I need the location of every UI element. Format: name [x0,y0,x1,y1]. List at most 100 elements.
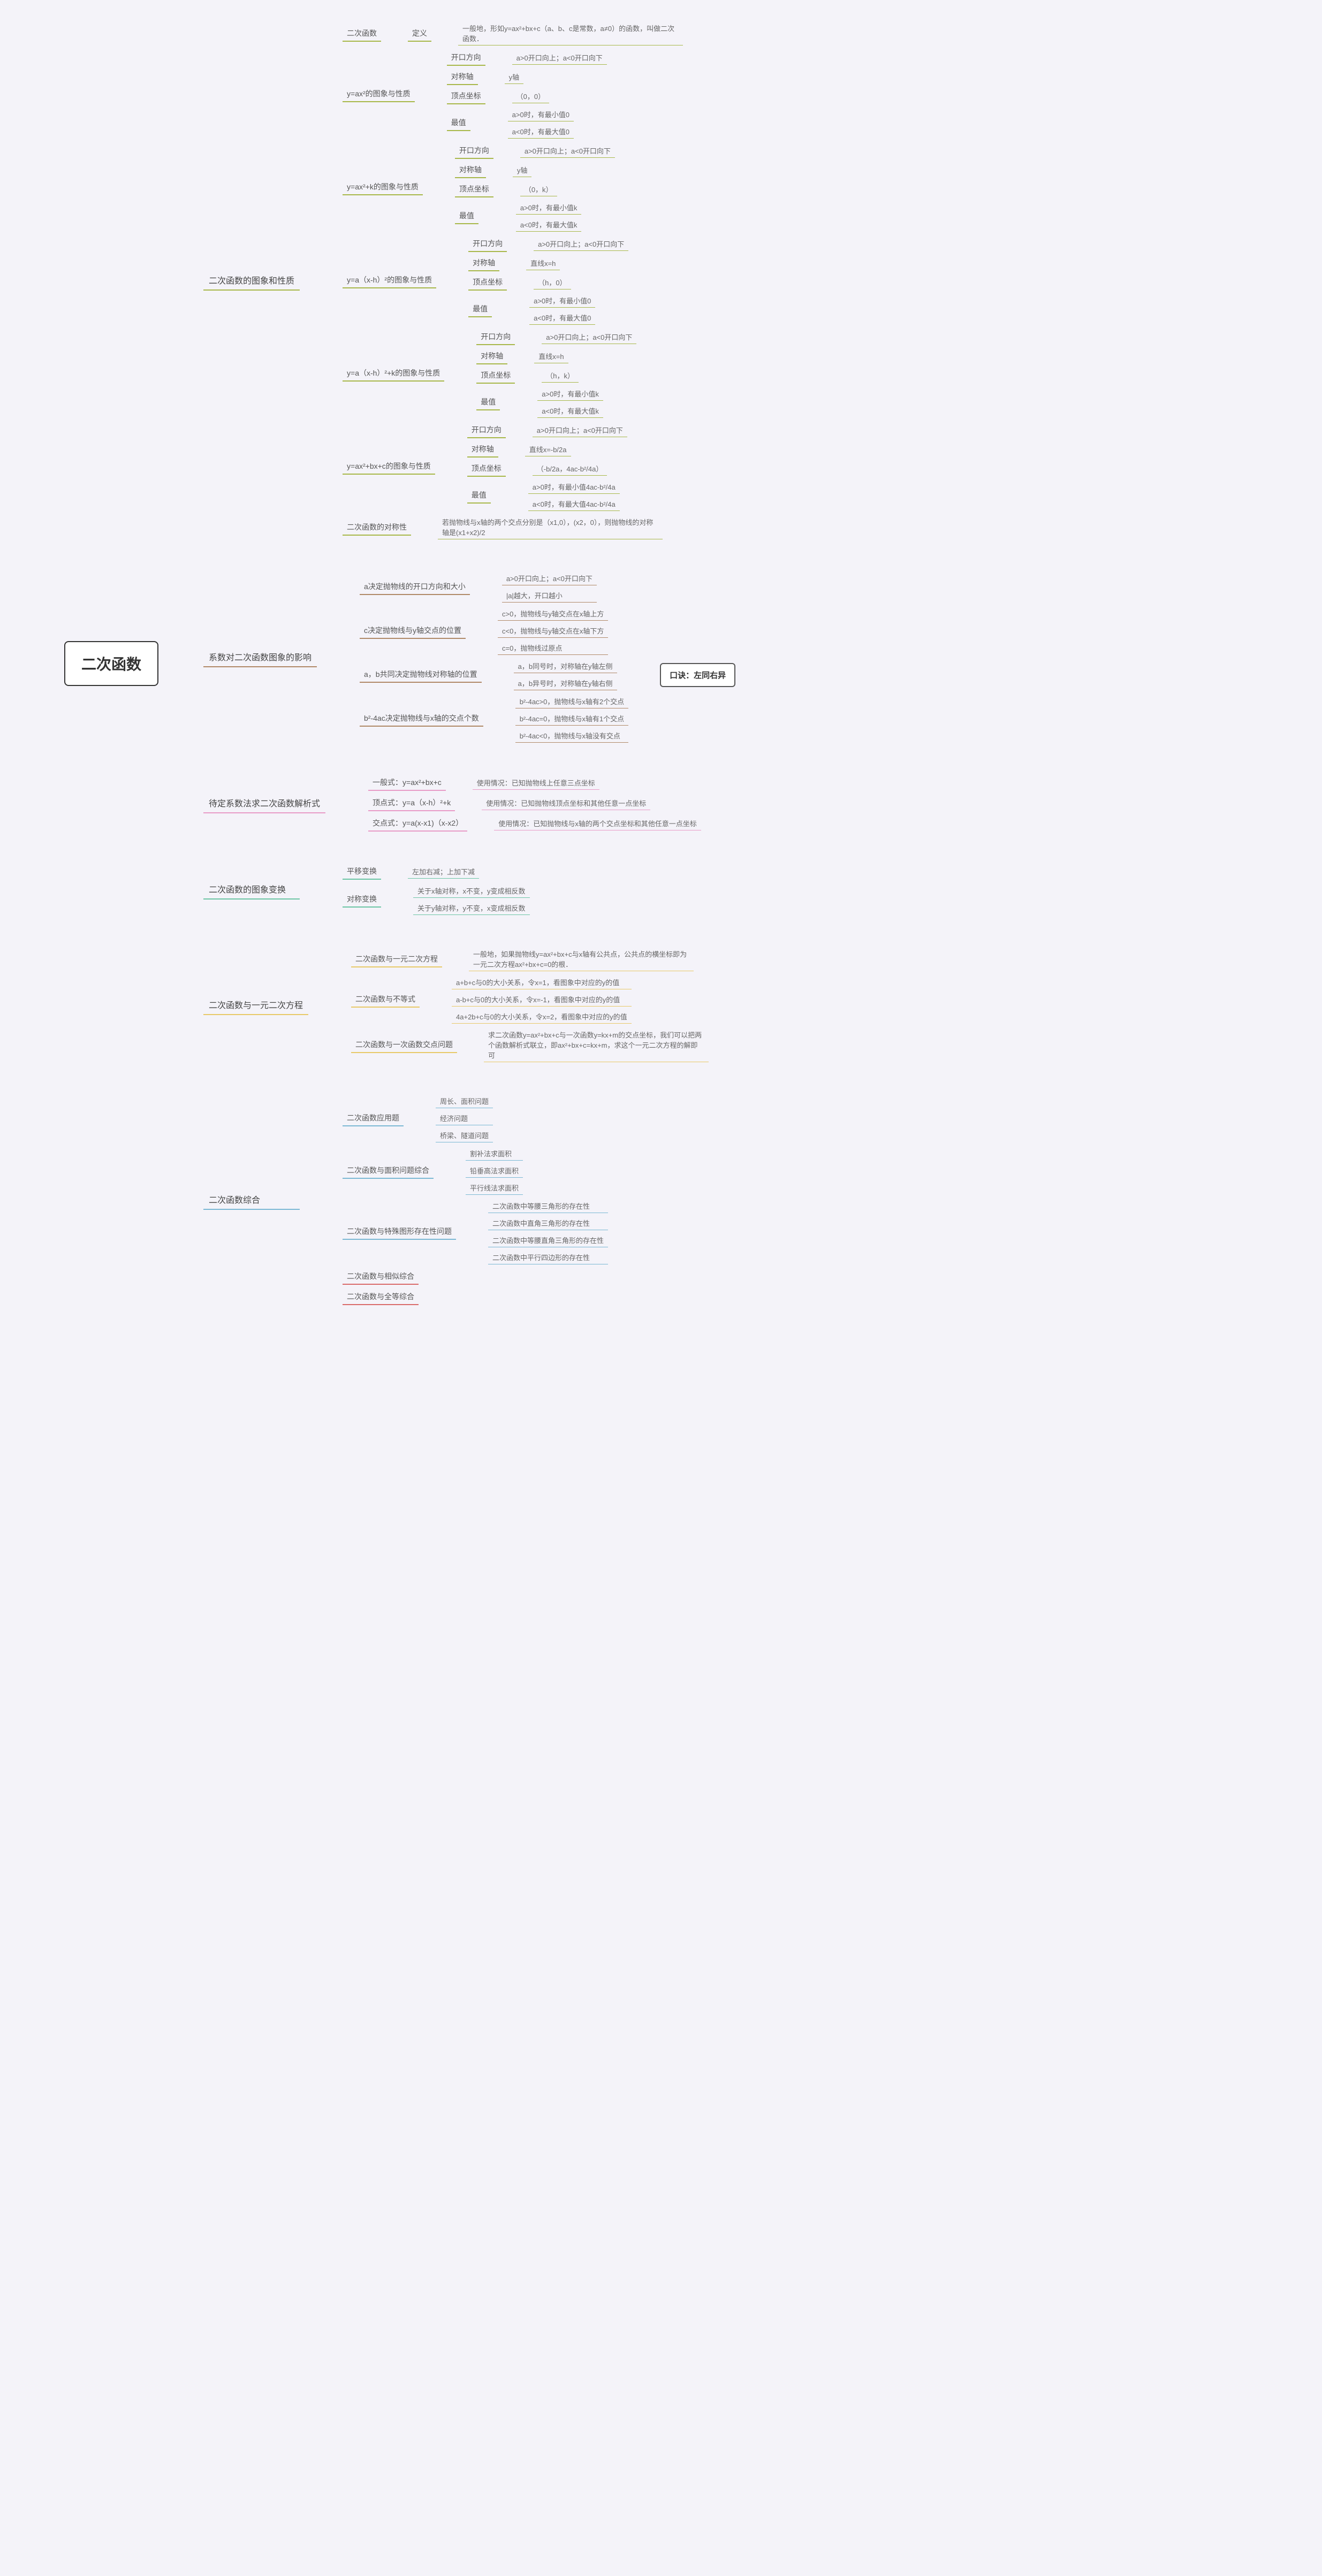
b1-n3-c1l: 开口方向 [455,143,493,159]
b1-n2-c4v2: a<0时，有最大值0 [508,125,574,139]
b1-n5-label[interactable]: y=a（x-h）²+k的图象与性质 [343,365,444,382]
b3-n1-label[interactable]: 一般式：y=ax²+bx+c [368,775,446,791]
b4-n2-label[interactable]: 对称变换 [343,891,381,908]
b1-n6-c2v: 直线x=-b/2a [525,443,571,456]
b3-n1: 一般式：y=ax²+bx+c使用情况：已知抛物线上任意三点坐标 [368,775,701,791]
b5-n1-label[interactable]: 二次函数与一元二次方程 [351,951,442,967]
b6-n1-v1: 周长、面积问题 [436,1094,493,1108]
b3-n2-label[interactable]: 顶点式：y=a（x-h）²+k [368,795,455,811]
b4-n2-v2: 关于y轴对称，y不变，x变成相反数 [413,901,530,915]
branch-1: 二次函数的图象和性质 二次函数 定义 一般地，形如y=ax²+bx+c（a、b、… [203,21,709,539]
b6-n2-label[interactable]: 二次函数与面积问题综合 [343,1163,434,1179]
b1-n5-c3v: （h，k） [542,369,579,383]
b6-n4: 二次函数与相似综合 [343,1269,608,1285]
branch-2-label[interactable]: 系数对二次函数图象的影响 [203,647,317,667]
b5-n2-v3: 4a+2b+c与0的大小关系，令x=2，看图象中对应的y的值 [452,1010,632,1024]
b6-n4-label[interactable]: 二次函数与相似综合 [343,1269,419,1285]
root-node[interactable]: 二次函数 [64,641,158,686]
branches-container: 二次函数的图象和性质 二次函数 定义 一般地，形如y=ax²+bx+c（a、b、… [203,21,709,1305]
b2-n4-v2: b²-4ac=0，抛物线与x轴有1个交点 [515,712,628,726]
b3-n3: 交点式：y=a(x-x1)（x-x2） 使用情况：已知抛物线与x轴的两个交点坐标和… [368,816,701,832]
b6-n3: 二次函数与特殊图形存在性问题 二次函数中等腰三角形的存在性 二次函数中直角三角形… [343,1199,608,1264]
b1-n4-c2l: 对称轴 [468,255,499,271]
b1-n6-c3v: （-b/2a，4ac-b²/4a） [533,462,607,476]
b1-n6-c4l: 最值 [467,487,491,504]
b5-n3-label[interactable]: 二次函数与一次函数交点问题 [351,1037,457,1053]
b1-n2-c1v: a>0开口向上；a<0开口向下 [512,51,607,65]
b2-n4-label[interactable]: b²-4ac决定抛物线与x轴的交点个数 [360,711,483,727]
b1-n2-c4l: 最值 [447,115,470,131]
b4-n1: 平移变换 左加右减；上加下减 [343,864,530,880]
b1-n5-c1l: 开口方向 [476,329,515,345]
b5-n1: 二次函数与一元二次方程一般地，如果抛物线y=ax²+bx+c与x轴有公共点，公共… [351,947,709,971]
b2-n4-v1: b²-4ac>0，抛物线与x轴有2个交点 [515,695,628,708]
b6-n1-label[interactable]: 二次函数应用题 [343,1110,404,1126]
b2-n2-label[interactable]: c决定抛物线与y轴交点的位置 [360,623,466,639]
branch-4-label[interactable]: 二次函数的图象变换 [203,879,300,900]
b2-n3-label[interactable]: a，b共同决定抛物线对称轴的位置 [360,667,482,683]
b1-n3-c4l: 最值 [455,208,478,224]
b1-n5-c2l: 对称轴 [476,348,507,364]
b1-n4-c3v: （h，0） [534,276,571,289]
branch-3: 待定系数法求二次函数解析式 一般式：y=ax²+bx+c使用情况：已知抛物线上任… [203,775,709,832]
b1-n3-c1v: a>0开口向上；a<0开口向下 [520,144,615,158]
b2-n1-v2: |a|越大，开口越小 [502,589,597,603]
branch-1-label[interactable]: 二次函数的图象和性质 [203,270,300,291]
branch-2: 系数对二次函数图象的影响 a决定抛物线的开口方向和大小 a>0开口向上；a<0开… [203,571,709,743]
b1-n4-c4v1: a>0时，有最小值0 [529,294,595,308]
b1-n3-c2v: y轴 [513,163,532,177]
b5-n2-label[interactable]: 二次函数与不等式 [351,992,420,1008]
b1-n5-c1v: a>0开口向上；a<0开口向下 [542,330,636,344]
b1-n7-label[interactable]: 二次函数的对称性 [343,520,411,536]
b6-n5-label[interactable]: 二次函数与全等综合 [343,1289,419,1305]
b2-n2: c决定抛物线与y轴交点的位置 c>0，抛物线与y轴交点在x轴上方 c<0，抛物线… [360,607,628,655]
b1-n4-c1v: a>0开口向上；a<0开口向下 [534,237,628,251]
b6-n2-v2: 铅垂高法求面积 [466,1164,523,1178]
mindmap-root: 二次函数 二次函数的图象和性质 二次函数 定义 一般地，形如y=ax²+bx+c… [11,21,1311,1305]
b1-n5: y=a（x-h）²+k的图象与性质 开口方向 a>0开口向上；a<0开口向下 对称… [343,329,683,418]
b6-n2-v3: 平行线法求面积 [466,1181,523,1195]
b2-n2-v3: c=0，抛物线过原点 [498,641,608,655]
b6-n1-v3: 桥梁、隧道问题 [436,1129,493,1142]
callout-box: 口诀：左同右异 [660,663,735,687]
b1-n2-label[interactable]: y=ax²的图象与性质 [343,86,415,102]
b1-n6-c2l: 对称轴 [467,441,498,458]
b2-n1-v1: a>0开口向上；a<0开口向下 [502,571,597,585]
branch-5: 二次函数与一元二次方程 二次函数与一元二次方程一般地，如果抛物线y=ax²+bx… [203,947,709,1062]
b6-n2-v1: 割补法求面积 [466,1147,523,1161]
b5-n3: 二次函数与一次函数交点问题 求二次函数y=ax²+bx+c与一次函数y=kx+m的… [351,1028,709,1062]
b1-n3-label[interactable]: y=ax²+k的图象与性质 [343,179,423,195]
b1-n4-label[interactable]: y=a（x-h）²的图象与性质 [343,272,436,288]
b1-n6-c3l: 顶点坐标 [467,461,506,477]
b3-n3-label[interactable]: 交点式：y=a(x-x1)（x-x2） [368,816,467,832]
b2-n1-label[interactable]: a决定抛物线的开口方向和大小 [360,579,470,595]
branch-3-label[interactable]: 待定系数法求二次函数解析式 [203,793,325,813]
b4-n1-v: 左加右减；上加下减 [408,865,479,879]
b1-n4-c2v: 直线x=h [526,256,560,270]
branch-6: 二次函数综合 二次函数应用题 周长、面积问题 经济问题 桥梁、隧道问题 二次函数… [203,1094,709,1305]
b6-n2: 二次函数与面积问题综合 割补法求面积 铅垂高法求面积 平行线法求面积 [343,1147,608,1195]
b1-n7: 二次函数的对称性 若抛物线与x轴的两个交点分别是（x1,0），(x2，0），则抛… [343,515,683,539]
b6-n1: 二次函数应用题 周长、面积问题 经济问题 桥梁、隧道问题 [343,1094,608,1142]
b1-n3-c3v: （0，k） [520,182,557,196]
b1-n6-c4v2: a<0时，有最大值4ac-b²/4a [528,497,620,511]
b1-n2-c1l: 开口方向 [447,50,485,66]
b1-n1-l1[interactable]: 二次函数 [343,26,381,42]
b1-n2-c3v: （0，0） [512,89,549,103]
b3-n3-v: 使用情况：已知抛物线与x轴的两个交点坐标和其他任意一点坐标 [494,817,701,830]
b4-n1-label[interactable]: 平移变换 [343,864,381,880]
b2-n3: a，b共同决定抛物线对称轴的位置 a，b同号时，对称轴在y轴左侧 a，b异号时，… [360,659,628,690]
b6-n3-v3: 二次函数中等腰直角三角形的存在性 [488,1233,608,1247]
branch-4: 二次函数的图象变换 平移变换左加右减；上加下减 对称变换 关于x轴对称，x不变，… [203,864,709,915]
branch-5-label[interactable]: 二次函数与一元二次方程 [203,995,308,1015]
b1-n1-l2[interactable]: 定义 [408,26,431,42]
branch-6-label[interactable]: 二次函数综合 [203,1190,300,1210]
b1-n5-c4v2: a<0时，有最大值k [537,404,603,418]
b5-n3-v: 求二次函数y=ax²+bx+c与一次函数y=kx+m的交点坐标，我们可以把两个函… [484,1028,709,1062]
b6-n3-label[interactable]: 二次函数与特殊图形存在性问题 [343,1224,456,1240]
b2-n2-v2: c<0，抛物线与y轴交点在x轴下方 [498,624,608,638]
b6-n1-v2: 经济问题 [436,1111,493,1125]
b6-n3-v2: 二次函数中直角三角形的存在性 [488,1216,608,1230]
b1-n2: y=ax²的图象与性质 开口方向a>0开口向上；a<0开口向下 对称轴y轴 顶点… [343,50,683,139]
b1-n6-label[interactable]: y=ax²+bx+c的图象与性质 [343,459,435,475]
